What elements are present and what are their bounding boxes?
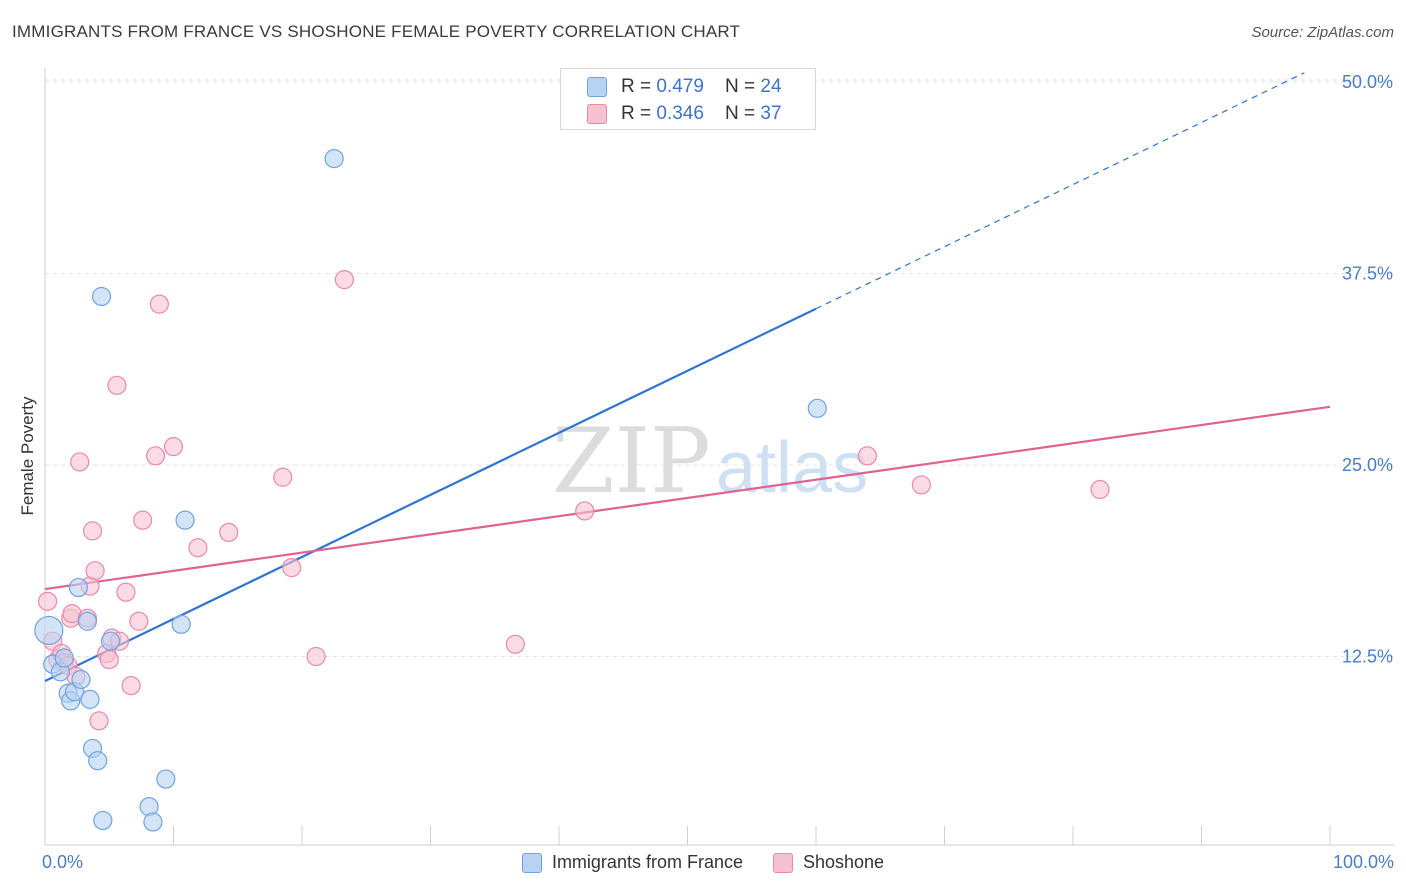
france-swatch (587, 77, 607, 97)
france-n-value: 24 (760, 76, 782, 97)
watermark-zip: ZIP (552, 409, 711, 514)
point-shoshone-35 (857, 446, 878, 466)
y-tick-label-3: 50.0% (1342, 72, 1393, 92)
point-france-19 (171, 614, 191, 634)
point-shoshone-22 (129, 611, 149, 631)
legend-swatch-shoshone (772, 852, 793, 873)
point-shoshone-25 (149, 294, 169, 314)
point-france-14 (91, 286, 112, 307)
point-shoshone-36 (911, 475, 931, 495)
shoshone-r-label: R = (621, 103, 657, 124)
point-shoshone-37 (1090, 479, 1110, 500)
point-shoshone-0 (37, 591, 58, 611)
point-shoshone-16 (99, 649, 119, 670)
point-shoshone-32 (334, 270, 355, 290)
point-shoshone-24 (145, 446, 166, 466)
shoshone-n-value: 37 (760, 103, 782, 124)
gridlines (45, 79, 1395, 657)
point-france-9 (77, 611, 98, 631)
legend-item-france: Immigrants from France (521, 852, 743, 873)
point-france-7 (68, 577, 89, 598)
point-france-13 (93, 810, 113, 831)
y-axis-label: Female Poverty (18, 396, 37, 516)
point-france-3 (54, 648, 74, 668)
point-france-20 (175, 510, 195, 530)
y-tick-labels: 12.5% 25.0% 37.5% 50.0% (1342, 72, 1393, 667)
legend-swatch-france (521, 852, 542, 873)
point-france-22 (807, 398, 827, 418)
point-shoshone-9 (70, 452, 90, 472)
point-shoshone-23 (133, 510, 153, 530)
france-r-value: 0.479 (656, 76, 704, 97)
point-shoshone-20 (116, 582, 136, 602)
shoshone-swatch (587, 104, 607, 124)
point-shoshone-26 (163, 437, 184, 457)
stats-legend: R = 0.479 N = 24 R = 0.346 N = 37 (560, 68, 816, 130)
y-tick-label-1: 25.0% (1342, 455, 1393, 475)
legend-item-shoshone: Shoshone (772, 852, 885, 873)
point-shoshone-27 (188, 538, 208, 558)
trend-line-1 (44, 405, 1331, 591)
point-shoshone-29 (273, 467, 293, 487)
point-shoshone-21 (121, 676, 141, 696)
point-france-15 (100, 631, 121, 651)
point-shoshone-30 (282, 558, 302, 578)
data-points (34, 149, 1110, 832)
point-shoshone-14 (89, 711, 109, 731)
x-tick-label-min: 0.0% (42, 852, 84, 872)
shoshone-r-value: 0.346 (656, 103, 704, 124)
legend-label-france: Immigrants from France (551, 852, 743, 872)
point-shoshone-33 (505, 634, 525, 654)
trend-lines (44, 72, 1331, 683)
x-tick-label-max: 100.0% (1332, 852, 1394, 872)
point-france-21 (324, 149, 344, 169)
point-france-8 (71, 669, 91, 690)
watermark-atlas: atlas (716, 428, 868, 508)
point-france-10 (80, 689, 100, 709)
point-france-0 (34, 615, 64, 646)
chart-title: IMMIGRANTS FROM FRANCE VS SHOSHONE FEMAL… (12, 22, 741, 41)
source-label: Source: ZipAtlas.com (1251, 24, 1394, 41)
point-shoshone-34 (575, 501, 595, 521)
france-r-label: R = (621, 76, 657, 97)
series-legend: Immigrants from France Shoshone (0, 852, 1406, 873)
legend-label-shoshone: Shoshone (802, 852, 885, 872)
axes (44, 68, 1395, 846)
point-shoshone-12 (82, 521, 103, 541)
trend-line-ext-0 (815, 72, 1305, 310)
y-tick-label-0: 12.5% (1342, 647, 1393, 667)
point-france-12 (88, 751, 108, 771)
point-shoshone-13 (85, 561, 105, 581)
point-france-18 (156, 769, 176, 789)
y-tick-label-2: 37.5% (1342, 264, 1393, 284)
shoshone-n-label: N = (725, 103, 761, 124)
france-n-label: N = (725, 76, 761, 97)
point-shoshone-18 (107, 375, 127, 395)
point-shoshone-28 (219, 522, 239, 543)
point-france-17 (143, 812, 163, 832)
point-shoshone-31 (306, 646, 326, 667)
watermark: ZIP atlas (552, 409, 868, 514)
